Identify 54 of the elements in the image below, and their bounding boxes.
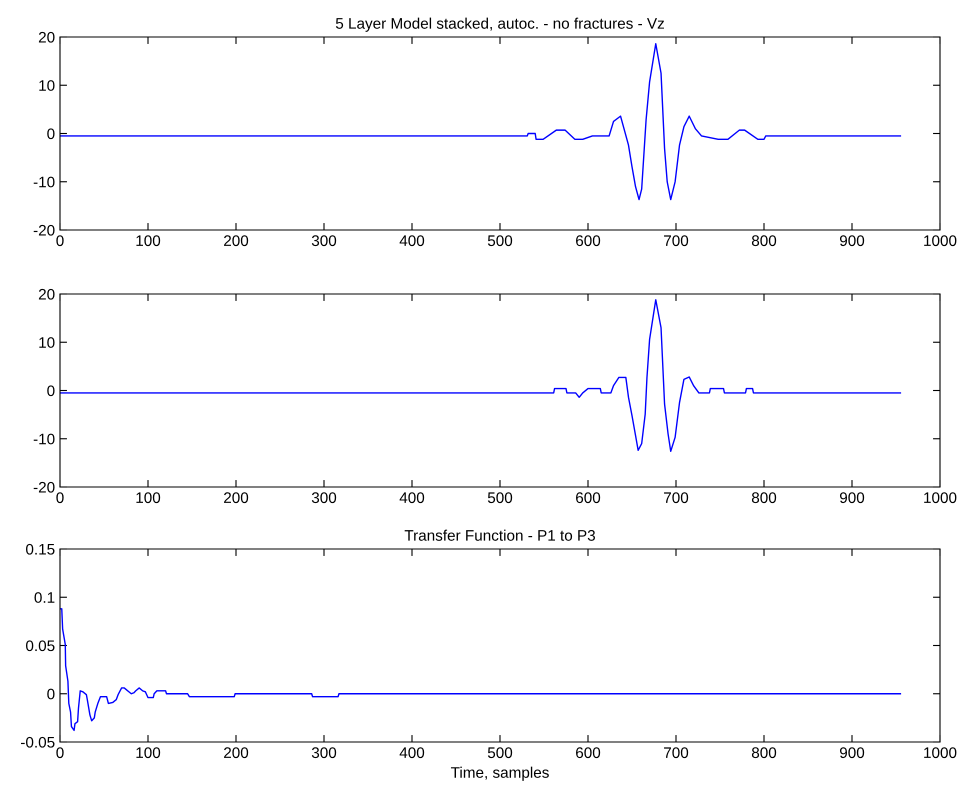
y-tick-label: 10 [39,337,55,348]
x-tick-label: 600 [576,747,600,758]
x-tick-label: 0 [56,235,64,246]
x-tick-label: 100 [136,747,160,758]
x-axis-title: Time, samples [450,766,549,781]
x-tick-label: 1000 [924,747,956,758]
x-tick-label: 600 [576,492,600,504]
y-tick-label: 0 [47,128,55,140]
y-tick-label: -10 [34,176,55,188]
x-tick-label: 400 [400,235,424,246]
x-tick-label: 400 [400,492,424,504]
x-tick-label: 900 [840,235,864,246]
x-tick-label: 1000 [924,492,956,504]
x-tick-label: 700 [664,747,688,758]
y-tick-label: 20 [38,32,55,43]
y-tick-label: 0 [47,688,55,700]
x-tick-label: 500 [488,492,512,504]
chart-title: 5 Layer Model stacked, autoc. - no fractures - Vz [336,18,664,32]
x-tick-label: 900 [840,747,864,758]
line-series [60,608,902,732]
x-tick-label: 0 [56,747,64,758]
x-tick-label: 200 [224,235,248,246]
y-tick-label: 0.15 [26,544,54,555]
x-tick-label: 700 [664,492,688,504]
x-tick-label: 500 [488,235,512,246]
x-tick-label: 100 [136,492,160,504]
chart-title: Transfer Function - P1 to P3 [404,530,595,541]
x-tick-label: 500 [488,747,512,758]
x-tick-label: 900 [840,492,864,504]
x-tick-label: 0 [56,492,64,504]
y-tick-label: -20 [34,224,55,236]
y-tick-label: 0.1 [34,592,54,603]
x-tick-label: 300 [312,235,336,246]
line-series [60,43,902,200]
x-tick-label: 700 [664,235,688,246]
y-tick-label: 20 [38,288,55,300]
x-tick-label: 200 [224,492,248,504]
x-tick-label: 1000 [924,235,956,246]
x-tick-label: 800 [752,747,776,758]
y-tick-label: -10 [34,434,55,444]
x-tick-label: 300 [312,492,336,504]
x-tick-label: 100 [136,235,160,246]
y-tick-label: -0.05 [21,736,54,748]
y-tick-label: 0.05 [26,640,54,652]
y-tick-label: 0 [47,385,55,396]
x-tick-label: 400 [400,747,424,758]
x-tick-label: 600 [576,235,600,246]
x-tick-label: 200 [224,747,248,758]
x-tick-label: 800 [752,235,776,246]
line-series [60,299,902,452]
x-tick-label: 800 [752,492,776,504]
x-tick-label: 300 [312,747,336,758]
y-tick-label: 10 [39,80,55,91]
y-tick-label: -20 [34,482,55,493]
